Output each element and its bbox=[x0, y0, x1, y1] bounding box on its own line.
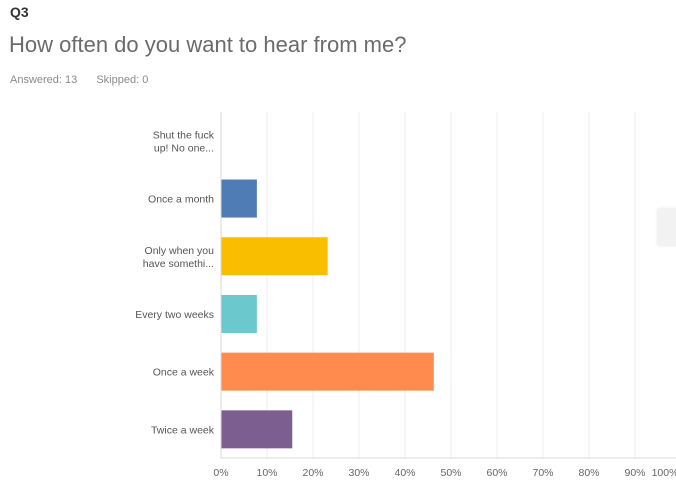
category-label: Every two weeks bbox=[135, 309, 214, 321]
category-label: up! No one... bbox=[154, 142, 214, 154]
category-label: Twice a week bbox=[151, 424, 215, 436]
answered-count: Answered: 13 bbox=[10, 74, 78, 86]
bar bbox=[221, 352, 434, 391]
x-tick-label: 80% bbox=[578, 467, 599, 479]
x-tick-label: 50% bbox=[440, 467, 461, 479]
x-tick-label: 90% bbox=[624, 467, 645, 479]
x-tick-label: 30% bbox=[348, 467, 369, 479]
category-label: Once a week bbox=[153, 367, 215, 379]
category-label: Once a month bbox=[148, 194, 214, 206]
x-tick-label: 100% bbox=[652, 467, 676, 479]
x-tick-label: 10% bbox=[256, 467, 277, 479]
bar bbox=[221, 410, 293, 449]
response-stats: Answered: 13 Skipped: 0 bbox=[10, 74, 164, 86]
x-tick-label: 70% bbox=[532, 467, 553, 479]
x-tick-label: 60% bbox=[486, 467, 507, 479]
bar bbox=[221, 294, 257, 333]
skipped-count: Skipped: 0 bbox=[96, 74, 149, 86]
x-tick-label: 20% bbox=[302, 467, 323, 479]
category-label: Shut the fuck bbox=[153, 129, 215, 141]
x-tick-label: 0% bbox=[213, 467, 228, 479]
bar bbox=[221, 179, 257, 218]
category-label: have somethi... bbox=[143, 258, 214, 270]
x-tick-label: 40% bbox=[394, 467, 415, 479]
question-number: Q3 bbox=[10, 4, 29, 20]
side-panel-tab[interactable] bbox=[657, 208, 676, 246]
question-title: How often do you want to hear from me? bbox=[9, 32, 407, 57]
bar bbox=[221, 237, 328, 276]
category-label: Only when you bbox=[145, 245, 215, 257]
